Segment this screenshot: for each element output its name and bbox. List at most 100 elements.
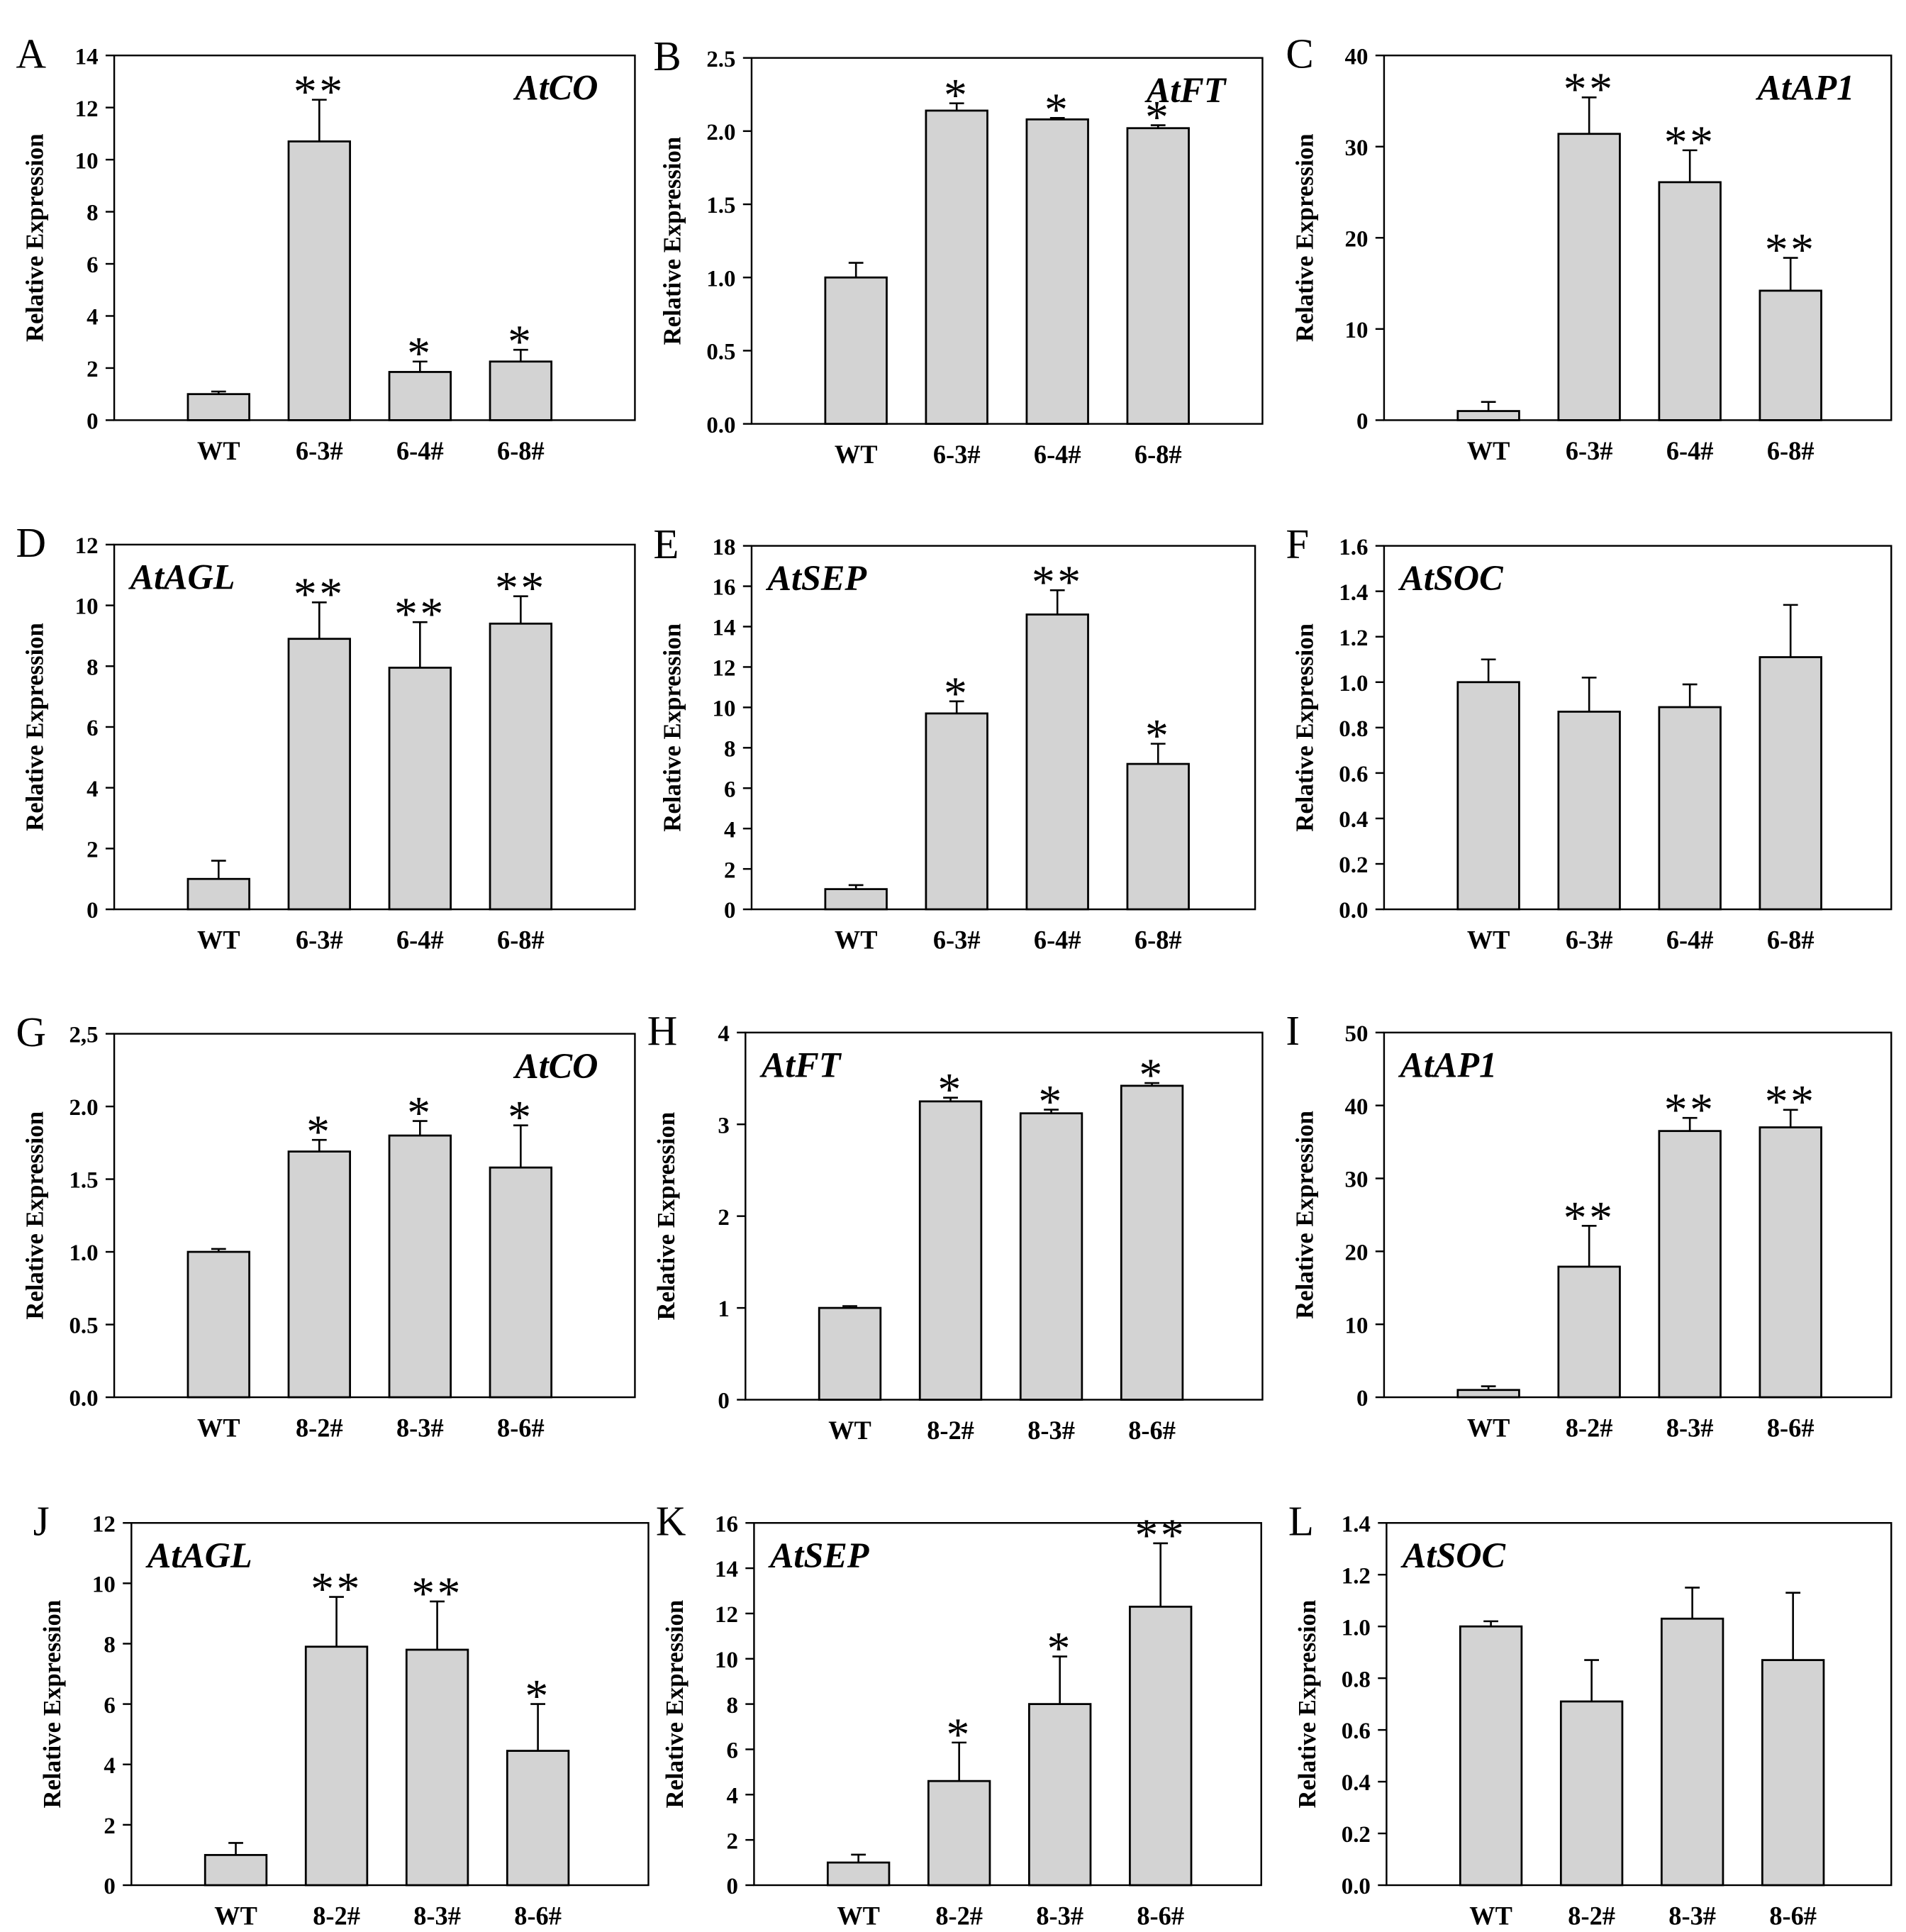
x-tick-label: 8-3# — [413, 1902, 461, 1931]
panel-d: 0 2 4 6 8 10 12 Relative Expression WT 6-3# ** 6-4#… — [16, 519, 636, 955]
bar — [489, 622, 553, 911]
y-tick-label: 2 — [104, 1814, 115, 1839]
panel-h: 0 1 2 3 4 Relative Expression WT 8-2# * 8-3# * 8-6#… — [647, 1007, 1264, 1445]
y-tick-label: 6 — [726, 1738, 737, 1764]
panel-letter: I — [1286, 1007, 1300, 1054]
bar — [818, 1306, 882, 1401]
bar — [506, 1750, 570, 1887]
bar — [1658, 706, 1722, 911]
significance-mark: * — [944, 667, 969, 719]
gene-title: AtSEP — [768, 1536, 870, 1575]
bar — [1660, 1617, 1724, 1887]
bar — [918, 1100, 983, 1401]
significance-mark: * — [1145, 710, 1171, 762]
y-axis-label: Relative Expression — [659, 137, 686, 345]
x-tick-label: 6-3# — [1566, 926, 1613, 955]
x-tick-label: 6-3# — [296, 926, 343, 955]
gene-title: AtAP1 — [1756, 68, 1855, 108]
x-tick-label: 6-8# — [1767, 926, 1815, 955]
y-tick-label: 2 — [726, 1828, 737, 1854]
x-tick-label: 8-2# — [296, 1414, 343, 1443]
bar — [1126, 762, 1190, 911]
y-tick-label: 0 — [87, 409, 98, 435]
y-tick-label: 14 — [75, 44, 99, 70]
y-tick-label: 4 — [724, 817, 735, 843]
y-tick-label: 6 — [87, 716, 98, 741]
panel-letter: A — [16, 30, 47, 77]
x-tick-label: 8-6# — [1128, 1416, 1176, 1445]
y-tick-label: 2.0 — [69, 1095, 98, 1121]
y-tick-label: 10 — [1345, 318, 1369, 343]
gene-title: AtFT — [1144, 70, 1227, 110]
panel-letter: G — [16, 1009, 47, 1055]
x-tick-label: 6-3# — [296, 437, 343, 465]
y-tick-label: 6 — [87, 252, 98, 278]
y-tick-label: 1.2 — [1342, 1563, 1371, 1589]
y-tick-label: 0.0 — [706, 413, 735, 438]
x-tick-label: 8-2# — [1568, 1902, 1615, 1931]
x-tick-label: 6-4# — [1034, 440, 1081, 469]
x-tick-label: WT — [197, 926, 240, 955]
gene-title: AtSOC — [1400, 1536, 1507, 1575]
y-axis-label: Relative Expression — [1291, 133, 1319, 342]
significance-mark: ** — [411, 1567, 463, 1619]
y-tick-label: 12 — [713, 656, 736, 682]
bar — [287, 1150, 351, 1399]
gene-title: AtSEP — [765, 558, 867, 598]
y-axis-label: Relative Expression — [659, 623, 686, 832]
y-tick-label: 1.0 — [1339, 671, 1368, 696]
y-tick-label: 20 — [1345, 226, 1369, 252]
panel-letter: C — [1286, 30, 1313, 77]
y-tick-label: 0.4 — [1342, 1770, 1371, 1796]
y-tick-label: 10 — [1345, 1313, 1369, 1338]
panel-letter: J — [33, 1498, 50, 1545]
gene-title: AtSOC — [1398, 558, 1504, 598]
y-tick-label: 2 — [87, 838, 98, 863]
significance-mark: ** — [1664, 1084, 1716, 1136]
y-tick-label: 1.0 — [69, 1240, 98, 1266]
y-tick-label: 8 — [104, 1633, 115, 1658]
y-tick-label: 0 — [104, 1874, 115, 1899]
y-tick-label: 4 — [87, 305, 98, 331]
bar — [1658, 1130, 1722, 1399]
bar — [1025, 614, 1089, 911]
panel-letter: E — [653, 521, 679, 567]
significance-mark: * — [525, 1670, 550, 1722]
bar — [925, 712, 988, 911]
significance-mark: ** — [294, 569, 345, 621]
y-tick-label: 0.6 — [1342, 1719, 1371, 1744]
significance-mark: ** — [1765, 1076, 1817, 1128]
bar — [287, 140, 351, 421]
panel-l: 0.0 0.2 0.4 0.6 0.8 1.0 1.2 1.4 Relative Express… — [1288, 1498, 1893, 1931]
bar — [1456, 410, 1520, 421]
y-tick-label: 2.0 — [706, 120, 735, 145]
y-tick-label: 10 — [715, 1648, 738, 1673]
y-axis-label: Relative Expression — [21, 133, 49, 342]
y-tick-label: 12 — [75, 533, 99, 559]
panel-letter: K — [656, 1498, 686, 1545]
bar — [1027, 1703, 1092, 1887]
y-tick-label: 2 — [87, 357, 98, 382]
bar — [1019, 1112, 1083, 1401]
y-axis-label: Relative Expression — [38, 1600, 66, 1809]
gene-title: AtAGL — [128, 557, 235, 596]
y-tick-label: 0 — [1356, 409, 1368, 435]
significance-mark: ** — [1564, 64, 1615, 116]
bar — [1456, 1389, 1520, 1399]
y-tick-label: 1.2 — [1339, 626, 1368, 651]
bar — [1557, 1265, 1621, 1399]
x-tick-label: 6-4# — [396, 926, 444, 955]
bar — [1126, 127, 1190, 426]
significance-mark: ** — [495, 562, 547, 614]
bar — [1761, 1659, 1825, 1887]
bar — [925, 109, 988, 426]
significance-mark: ** — [394, 588, 446, 640]
x-tick-label: 8-6# — [497, 1414, 545, 1443]
y-tick-label: 30 — [1345, 135, 1369, 161]
y-tick-label: 30 — [1345, 1167, 1369, 1193]
y-tick-label: 0 — [724, 898, 735, 923]
x-tick-label: WT — [1467, 437, 1510, 465]
x-tick-label: WT — [1469, 1902, 1512, 1931]
x-tick-label: 8-2# — [935, 1902, 983, 1931]
x-tick-label: 8-3# — [1666, 1414, 1714, 1443]
